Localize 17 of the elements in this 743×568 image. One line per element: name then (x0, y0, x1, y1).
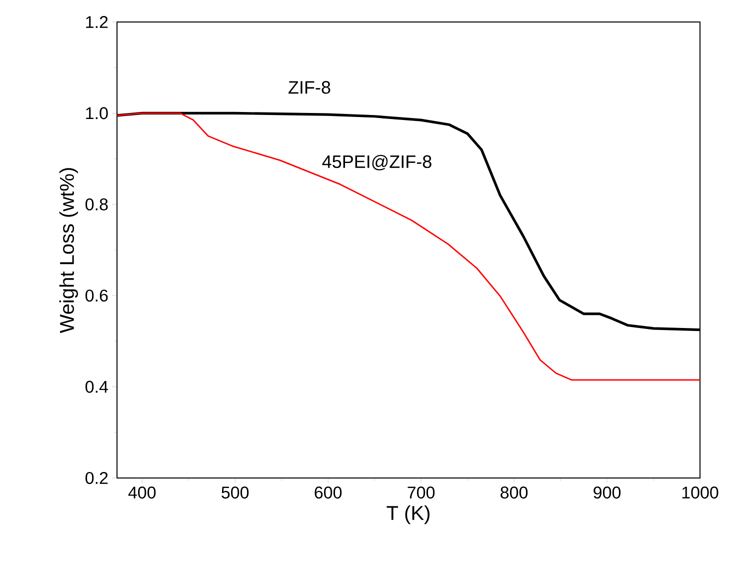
x-tick-label: 400 (128, 486, 156, 499)
x-tick-label: 700 (408, 486, 435, 499)
y-tick-label: 0.4 (86, 380, 108, 393)
x-tick-label: 500 (222, 486, 249, 499)
x-tick-label: 900 (594, 486, 621, 499)
y-tick-label: 0.6 (86, 290, 108, 302)
series-label: 45PEI@ZIF-8 (322, 154, 432, 170)
y-tick-label: 0.8 (86, 198, 108, 210)
y-axis-title: Weight Loss (wt%) (59, 168, 78, 334)
series-label: ZIF-8 (288, 81, 330, 94)
y-tick-label: 1.0 (86, 107, 108, 120)
y-tick-label: 1.2 (86, 16, 108, 28)
x-tick-label: 1000 (682, 486, 718, 499)
x-axis-title: T (K) (386, 505, 430, 524)
x-tick-label: 600 (314, 486, 342, 499)
x-tick-label: 800 (500, 486, 528, 499)
y-tick-label: 0.2 (86, 472, 108, 484)
